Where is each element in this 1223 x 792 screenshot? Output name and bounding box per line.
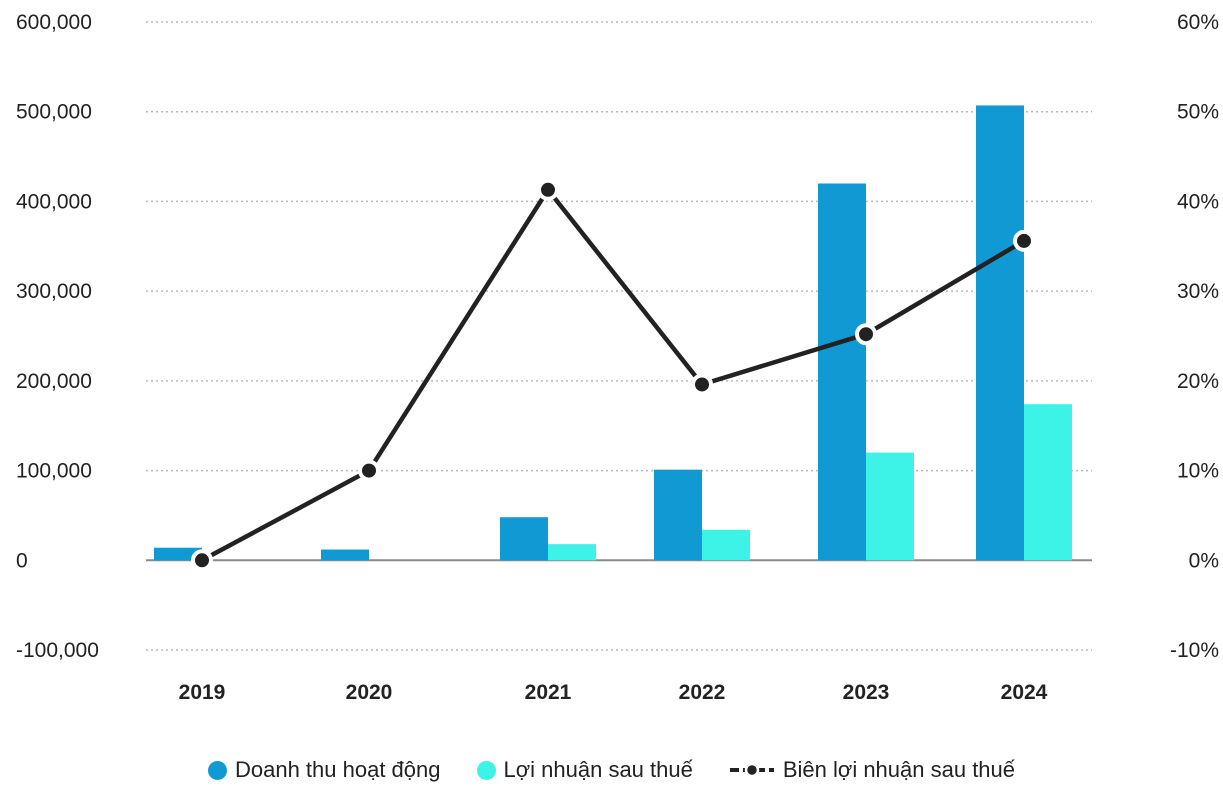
bar[interactable]	[866, 452, 914, 561]
bars	[154, 105, 1072, 561]
bar[interactable]	[500, 517, 548, 561]
bar[interactable]	[654, 469, 702, 561]
bar[interactable]	[321, 549, 369, 561]
right-axis: -10% 0% 10% 20% 30% 40% 50% 60%	[1170, 11, 1219, 662]
y-right-tick-label: -10%	[1170, 639, 1219, 662]
y-right-tick-label: 0%	[1189, 549, 1219, 572]
legend-item-revenue[interactable]: Doanh thu hoạt động	[207, 757, 441, 783]
y-left-tick-label: 500,000	[16, 101, 92, 124]
y-left-tick-label: 100,000	[16, 460, 92, 483]
bar[interactable]	[818, 183, 866, 561]
x-tick-label: 2021	[525, 681, 572, 704]
margin-point[interactable]	[537, 178, 559, 201]
x-tick-label: 2022	[679, 681, 726, 704]
margin-point[interactable]	[358, 459, 380, 482]
bar[interactable]	[1024, 404, 1072, 561]
y-left-tick-label: 400,000	[16, 190, 92, 213]
x-tick-label: 2020	[346, 681, 393, 704]
margin-point[interactable]	[855, 323, 877, 346]
y-left-tick-label: -100,000	[16, 639, 99, 662]
legend-label-margin: Biên lợi nhuận sau thuế	[782, 757, 1016, 782]
y-right-tick-label: 20%	[1177, 370, 1219, 393]
x-tick-label: 2024	[1001, 681, 1048, 704]
y-left-tick-label: 300,000	[16, 280, 92, 303]
y-right-tick-label: 40%	[1177, 190, 1219, 213]
bar[interactable]	[154, 547, 202, 561]
margin-point[interactable]	[191, 549, 213, 572]
y-left-tick-label: 600,000	[16, 11, 92, 34]
bar[interactable]	[702, 529, 750, 561]
bar[interactable]	[548, 544, 596, 561]
legend-label-profit: Lợi nhuận sau thuế	[503, 757, 693, 782]
x-tick-label: 2019	[179, 681, 226, 704]
x-axis: 2019 2020 2021 2022 2023 2024	[179, 681, 1048, 704]
y-right-tick-label: 30%	[1177, 280, 1219, 303]
margin-series-line	[200, 187, 1026, 563]
gridlines	[146, 21, 1092, 651]
legend-item-margin[interactable]: Biên lợi nhuận sau thuế	[729, 757, 1015, 783]
x-tick-label: 2023	[843, 681, 890, 704]
y-left-tick-label: 0	[16, 549, 28, 572]
legend: Doanh thu hoạt động Lợi nhuận sau thuế B…	[0, 752, 1223, 788]
legend-item-profit[interactable]: Lợi nhuận sau thuế	[476, 757, 693, 783]
legend-marker-revenue	[207, 760, 227, 780]
margin-point[interactable]	[691, 373, 713, 396]
legend-marker-profit	[476, 760, 496, 780]
margin-point[interactable]	[1013, 229, 1035, 252]
legend-label-revenue: Doanh thu hoạt động	[234, 757, 441, 782]
y-right-tick-label: 50%	[1177, 101, 1219, 124]
y-right-tick-label: 60%	[1177, 11, 1219, 34]
bar[interactable]	[976, 105, 1024, 561]
legend-marker-margin	[729, 762, 774, 778]
left-axis: -100,000 0 100,000 200,000 300,000 400,000 500…	[16, 11, 99, 662]
y-left-tick-label: 200,000	[16, 370, 92, 393]
y-right-tick-label: 10%	[1177, 460, 1219, 483]
margin-line	[191, 178, 1035, 572]
